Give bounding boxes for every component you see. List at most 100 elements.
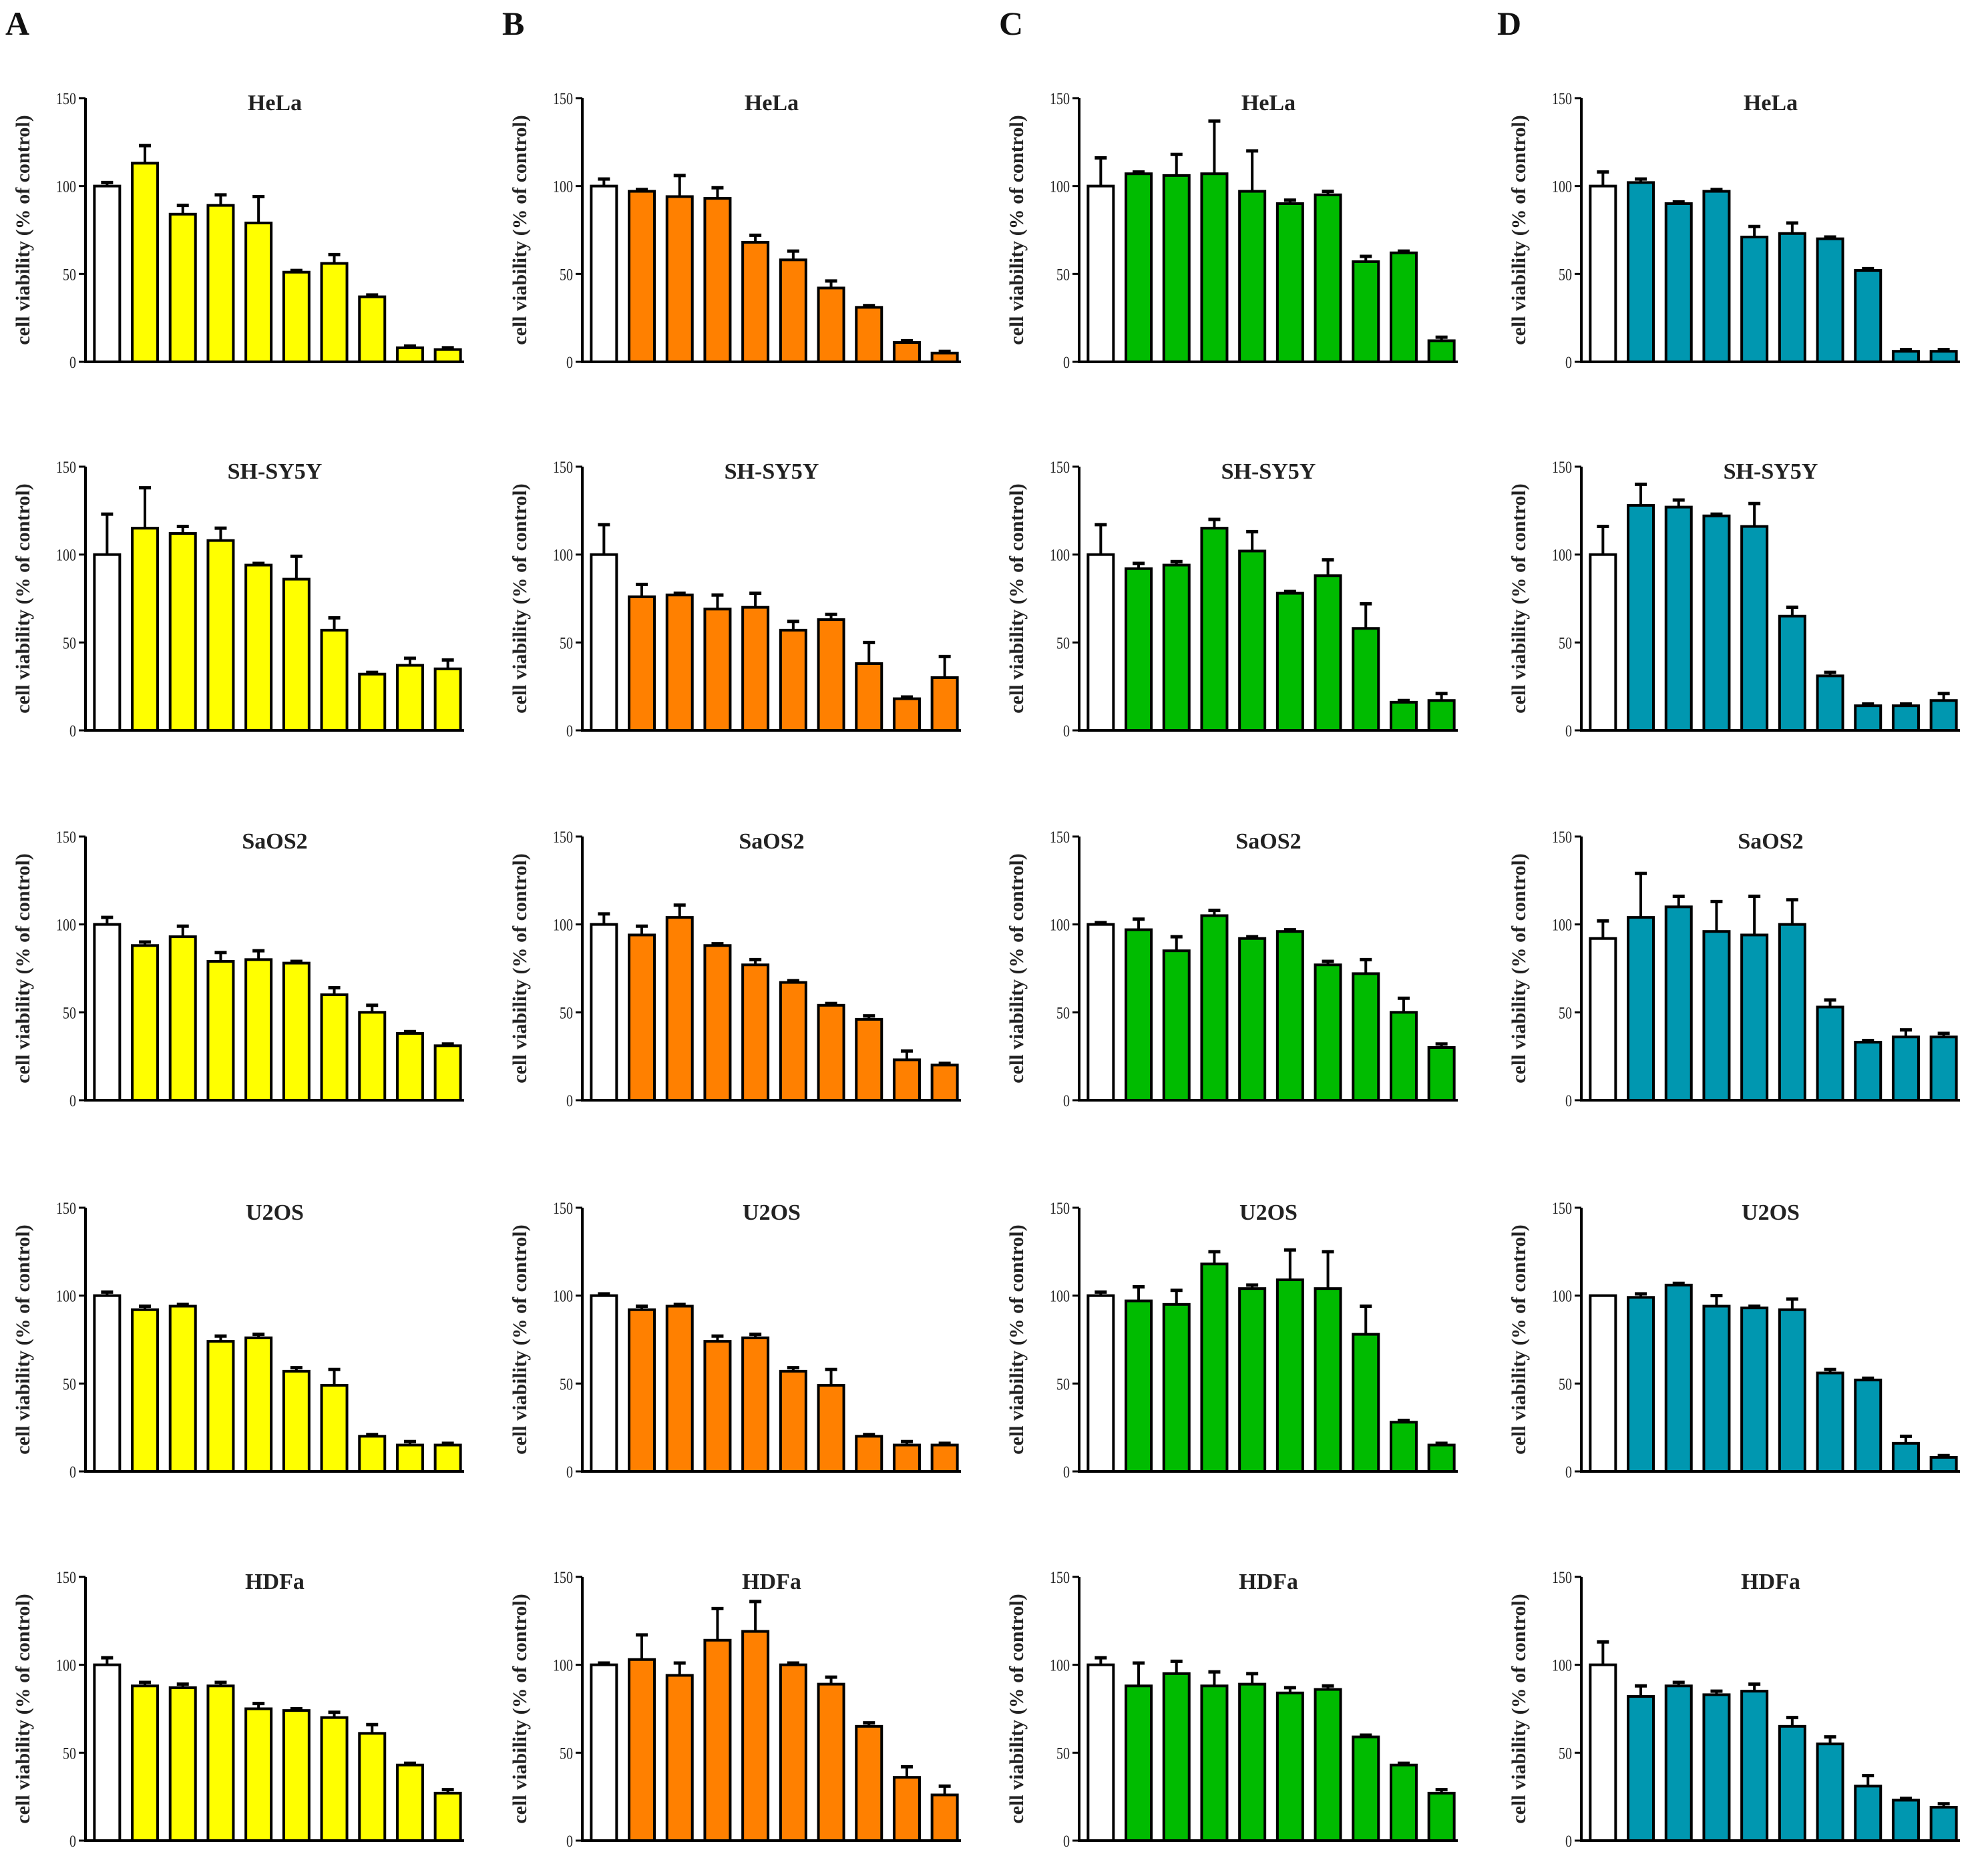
chart-a-hela: cell viability (% of control) HeLa 0 50 100 1…	[12, 89, 464, 372]
bar-control	[1086, 1294, 1115, 1473]
chart-c-saos2: cell viability (% of control) SaOS2 0 50 100…	[1006, 828, 1458, 1110]
bar	[779, 1663, 807, 1843]
chart-a-sh-sy5y: cell viability (% of control) SH-SY5Y 0 50 1…	[12, 458, 464, 740]
y-tick-label: 0	[1565, 722, 1572, 740]
y-tick-label: 150	[1050, 1568, 1070, 1587]
y-tick-label: 50	[560, 1744, 573, 1763]
y-tick-label: 100	[56, 546, 76, 565]
bar	[1238, 190, 1267, 363]
bar	[358, 1011, 387, 1102]
y-tick-label: 100	[1552, 546, 1572, 565]
y-tick-label: 150	[1552, 89, 1572, 108]
bar	[1389, 1763, 1418, 1842]
bar	[1702, 190, 1731, 363]
bar	[1702, 1305, 1731, 1473]
y-tick-label: 50	[1056, 1744, 1070, 1763]
bar	[779, 628, 807, 732]
bar	[855, 1017, 883, 1102]
bar	[1627, 503, 1655, 732]
y-tick-label: 0	[69, 1832, 76, 1851]
bar	[1778, 1724, 1806, 1842]
bar	[1314, 1688, 1342, 1842]
chart-title: HeLa	[1241, 91, 1296, 115]
bar	[855, 1435, 883, 1473]
bar-control	[590, 1294, 618, 1473]
y-tick-label: 0	[69, 722, 76, 740]
bar-control	[93, 1294, 122, 1473]
bar	[1200, 914, 1229, 1102]
y-tick-label: 100	[1050, 916, 1070, 935]
bar	[1702, 930, 1731, 1102]
y-tick-label: 0	[566, 1092, 573, 1110]
bar	[282, 1709, 311, 1842]
bar	[892, 1058, 921, 1102]
y-tick-label: 0	[1063, 722, 1070, 740]
bar	[1427, 1443, 1456, 1473]
y-tick-label: 100	[1050, 546, 1070, 565]
bar	[168, 935, 197, 1102]
bar	[131, 1684, 160, 1842]
bar	[1162, 1672, 1191, 1842]
bar	[1740, 1307, 1769, 1473]
y-tick-label: 100	[56, 1287, 76, 1306]
bar	[1275, 1278, 1304, 1473]
bar	[1275, 1691, 1304, 1842]
bar	[817, 1003, 845, 1102]
bar	[1664, 905, 1693, 1102]
y-tick-label: 100	[56, 178, 76, 196]
bar	[1929, 1455, 1958, 1473]
chart-d-hela: cell viability (% of control) HeLa 0 50 100 1…	[1508, 89, 1960, 372]
y-tick-label: 100	[1552, 916, 1572, 935]
y-tick-label: 100	[56, 916, 76, 935]
bar-control	[1086, 923, 1115, 1102]
y-tick-label: 50	[1056, 634, 1070, 652]
chart-title: HDFa	[1239, 1570, 1298, 1594]
bar	[1740, 933, 1769, 1102]
y-tick-label: 100	[1050, 1287, 1070, 1306]
bar	[206, 204, 235, 363]
bar	[282, 270, 311, 364]
bar	[1427, 699, 1456, 732]
y-tick-label: 150	[56, 458, 76, 477]
bar-control	[1589, 184, 1617, 364]
bar	[1275, 202, 1304, 363]
bar	[282, 961, 311, 1102]
bar	[1125, 172, 1153, 363]
bar	[131, 162, 160, 364]
bar	[168, 532, 197, 732]
chart-d-saos2: cell viability (% of control) SaOS2 0 50 100…	[1508, 828, 1960, 1110]
bar	[817, 618, 845, 732]
y-tick-label: 50	[1056, 1375, 1070, 1393]
bar	[1929, 1035, 1958, 1102]
bar	[1200, 172, 1229, 363]
y-tick-label: 0	[1565, 1832, 1572, 1851]
bar	[395, 1443, 424, 1473]
y-tick-label: 0	[69, 1092, 76, 1110]
y-tick-label: 150	[1050, 89, 1070, 108]
bar	[1314, 1287, 1342, 1473]
bar	[320, 1383, 349, 1473]
bar	[433, 1044, 462, 1102]
bar	[1854, 269, 1883, 364]
chart-b-hela: cell viability (% of control) HeLa 0 50 100 1…	[509, 89, 961, 372]
bar	[1389, 1011, 1418, 1102]
bar	[320, 993, 349, 1102]
bar	[1891, 1035, 1920, 1102]
y-tick-label: 50	[63, 1003, 76, 1022]
chart-title: SaOS2	[739, 829, 804, 854]
y-axis-label: cell viability (% of control)	[509, 1224, 531, 1454]
bar	[1627, 181, 1655, 364]
bar	[282, 1369, 311, 1473]
bar	[1891, 350, 1920, 364]
bar	[1664, 505, 1693, 732]
y-tick-label: 50	[1559, 1375, 1572, 1393]
bar	[1740, 236, 1769, 363]
y-tick-label: 0	[566, 722, 573, 740]
bar	[395, 1031, 424, 1102]
chart-title: U2OS	[1742, 1200, 1800, 1225]
bar	[395, 346, 424, 363]
y-axis-label: cell viability (% of control)	[509, 853, 531, 1083]
bar	[1664, 1283, 1693, 1473]
bar	[930, 676, 959, 732]
y-tick-label: 0	[1565, 1463, 1572, 1481]
